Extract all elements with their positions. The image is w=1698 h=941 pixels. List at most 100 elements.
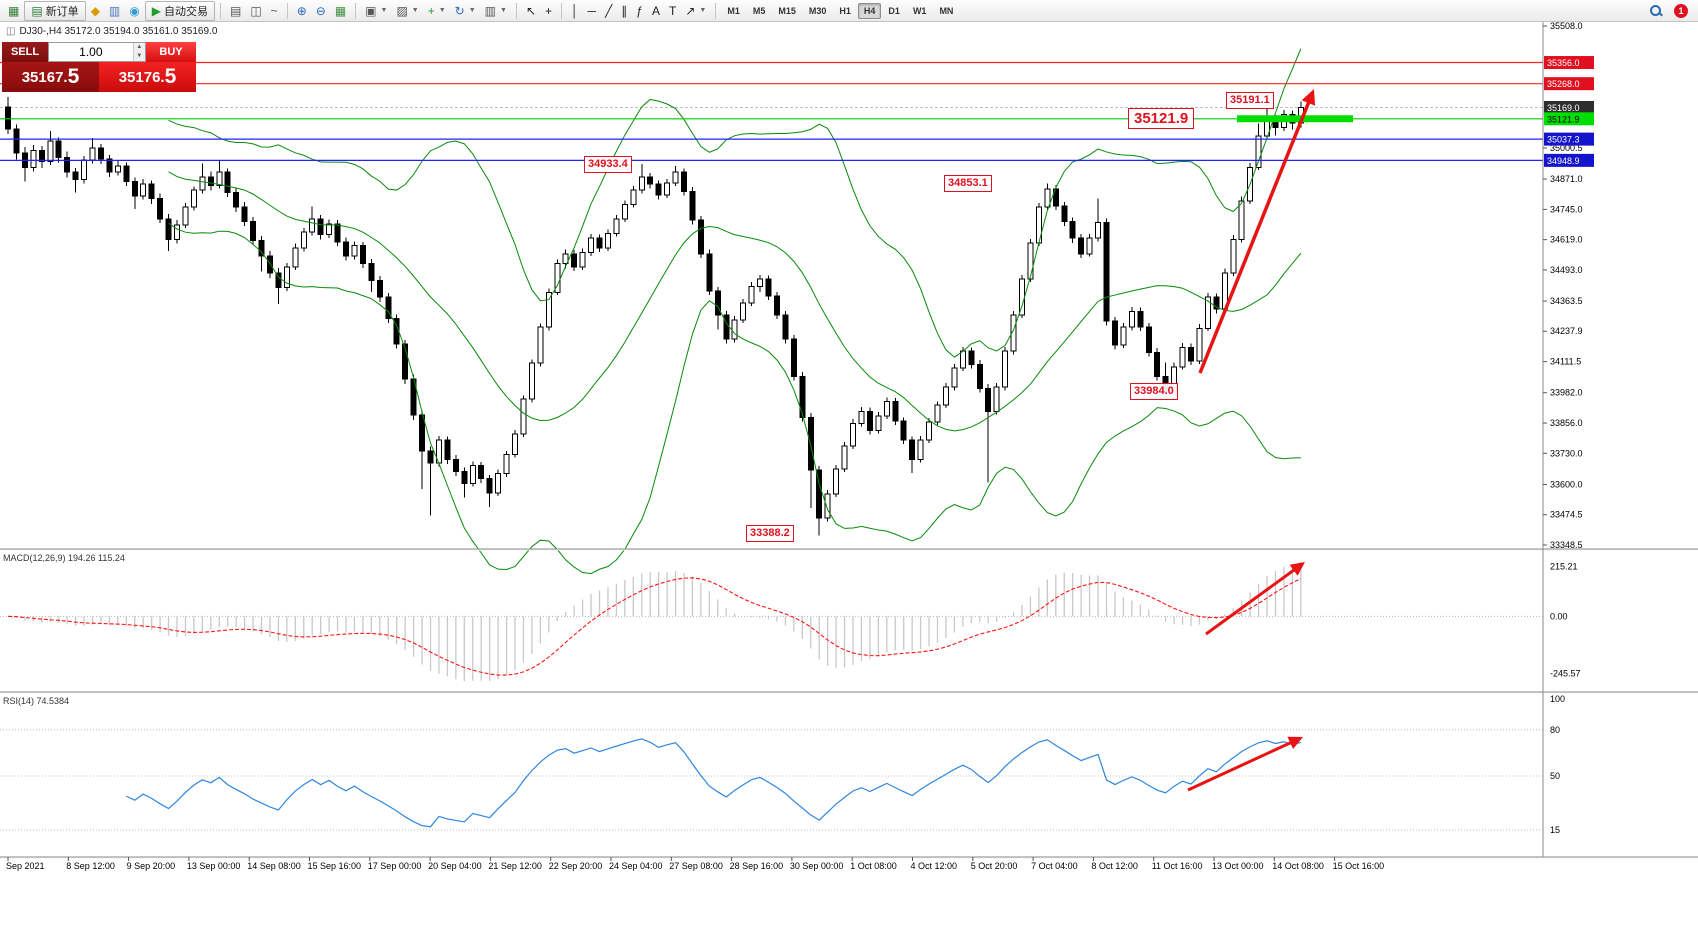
indicators-button[interactable]: + ▼ <box>424 1 450 21</box>
price-axis-tick: 34111.5 <box>1550 357 1581 367</box>
price-line-label-box <box>1544 132 1594 146</box>
price-line-label: 34948.9 <box>1547 156 1580 166</box>
time-axis-label: 14 Oct 08:00 <box>1272 861 1324 871</box>
volume-decrease-button[interactable]: ▼ <box>133 52 145 61</box>
toolbar-separator <box>715 2 717 19</box>
marketwatch-icon-icon: ◆ <box>90 3 100 18</box>
timeframe-mn-button[interactable]: MN <box>939 5 954 16</box>
data-window-icon[interactable]: ▥ <box>105 1 124 21</box>
price-axis-tick: 33600.0 <box>1550 480 1583 490</box>
new-order-button[interactable]: ▤ 新订单 <box>24 0 86 21</box>
new-order-icon: ▤ <box>31 3 43 18</box>
time-axis-label: 22 Sep 20:00 <box>549 861 603 871</box>
notification-badge[interactable]: 1 <box>1674 3 1688 18</box>
trend-arrows[interactable] <box>1187 89 1316 792</box>
templates-button[interactable]: ▥ ▼ <box>481 1 511 21</box>
search-icon[interactable] <box>1649 4 1663 18</box>
time-axis-label: 4 Oct 12:00 <box>911 861 958 871</box>
candlestick-chart-type-button[interactable]: ◫ <box>246 1 265 21</box>
text-label-button[interactable]: T <box>665 1 680 21</box>
timeframe-m5-button[interactable]: M5 <box>752 5 766 16</box>
line-chart-type-button[interactable]: ~ <box>267 1 282 21</box>
price-annotation[interactable]: 33984.0 <box>1130 383 1178 400</box>
time-axis-label: 14 Sep 08:00 <box>247 861 301 871</box>
price-axis-tick: 34871.0 <box>1550 174 1583 184</box>
autotrading-button-label: 自动交易 <box>163 5 208 18</box>
horizontal-line-button[interactable]: ─ <box>584 1 601 21</box>
timeframe-m15-button[interactable]: M15 <box>778 5 796 16</box>
fibonacci-button[interactable]: ƒ <box>632 1 647 21</box>
symbol-chart-icon: ◫ <box>6 26 16 37</box>
trend-arrow-line <box>1205 566 1299 636</box>
chart-symbol-ohlc: ◫ DJ30-,H4 35172.0 35194.0 35161.0 35169… <box>6 26 217 37</box>
volume-input[interactable] <box>49 43 133 61</box>
crosshair-button[interactable]: + <box>541 1 556 21</box>
templates-icon: ▥ <box>484 3 497 18</box>
fibonacci-icon: ƒ <box>636 3 643 18</box>
cursor-button[interactable]: ↖ <box>522 1 540 21</box>
new-order-button-label: 新订单 <box>45 5 79 18</box>
main-toolbar: ▦ ▤ 新订单 ◆ ▥ ◉ ▶ 自动交易 ▤ ◫ ~ ⊕ ⊖ ▦ ▣ ▼ ▨ ▼ + ▼ ↻ ▼ ▥ ▼ ↖ + │ ─ ╱ ∥ ƒ A T ↗ ▼… <box>0 0 1698 22</box>
volume-increase-button[interactable]: ▲ <box>133 43 145 52</box>
navigator-icon[interactable]: ◉ <box>125 1 143 21</box>
profiles-button[interactable]: ▨ ▼ <box>392 1 422 21</box>
price-annotation[interactable]: 33388.2 <box>746 525 794 542</box>
zoom-out-icon: ⊖ <box>315 3 326 18</box>
toolbar-separator <box>561 2 563 19</box>
bar-chart-type-icon: ▤ <box>229 3 242 18</box>
volume-field: ▲ ▼ <box>48 42 146 62</box>
timeframe-m1-button[interactable]: M1 <box>727 5 740 16</box>
macd-axis-label: 215.21 <box>1550 561 1578 571</box>
price-axis[interactable]: 35508.0 35000.5 34871.0 34745.0 34619.0 34493… <box>1543 21 1594 550</box>
time-axis-label: 17 Sep 00:00 <box>368 861 422 871</box>
app-chart-window-icon[interactable]: ▦ <box>4 1 23 21</box>
line-chart-type-icon: ~ <box>270 3 278 18</box>
trendline-button[interactable]: ╱ <box>601 1 616 21</box>
buy-button[interactable]: BUY <box>146 42 196 62</box>
price-annotation[interactable]: 34853.1 <box>944 175 992 192</box>
timeframe-h1-button[interactable]: H1 <box>839 5 851 16</box>
trend-arrow-line <box>1198 97 1312 374</box>
text-button[interactable]: A <box>648 1 664 21</box>
arrows-button[interactable]: ↗ ▼ <box>681 1 710 21</box>
price-annotation[interactable]: 34933.4 <box>584 156 632 173</box>
time-axis-label: 13 Sep 00:00 <box>187 861 241 871</box>
trendline-icon: ╱ <box>605 3 613 18</box>
periods-icon: ↻ <box>454 3 465 18</box>
dropdown-arrow-icon: ▼ <box>438 7 446 14</box>
vertical-line-button[interactable]: │ <box>567 1 583 21</box>
navigator-icon-icon: ◉ <box>129 3 140 18</box>
timeframe-d1-button[interactable]: D1 <box>888 5 900 16</box>
sell-button[interactable]: SELL <box>2 42 48 62</box>
price-axis-tick: 33348.5 <box>1550 540 1583 550</box>
buy-price-button[interactable]: 35176.5 <box>99 62 196 92</box>
zoom-in-button[interactable]: ⊕ <box>293 1 311 21</box>
periods-button[interactable]: ↻ ▼ <box>451 1 480 21</box>
time-axis-label: 9 Sep 20:00 <box>127 861 176 871</box>
time-axis-label: 30 Sep 00:00 <box>790 861 844 871</box>
channel-button[interactable]: ∥ <box>617 1 631 21</box>
marketwatch-icon[interactable]: ◆ <box>87 1 104 21</box>
zoom-in-icon: ⊕ <box>296 3 307 18</box>
tile-windows-button[interactable]: ▦ <box>331 1 350 21</box>
channel-icon: ∥ <box>621 3 628 18</box>
autotrading-button[interactable]: ▶ 自动交易 <box>144 0 215 21</box>
price-annotation[interactable]: 35121.9 <box>1128 108 1195 129</box>
sell-price: 35167. <box>21 69 68 86</box>
rsi-axis-label: 100 <box>1550 694 1565 704</box>
macd-axis-label: -245.57 <box>1550 668 1581 678</box>
sell-price-button[interactable]: 35167.5 <box>2 62 99 92</box>
time-axis[interactable]: Sep 2021 8 Sep 12:00 9 Sep 20:00 13 Sep 00:… <box>6 857 1384 871</box>
price-annotation[interactable]: 35191.1 <box>1226 92 1274 109</box>
new-chart-button[interactable]: ▣ ▼ <box>361 1 391 21</box>
price-line-label: 35169.0 <box>1547 103 1580 113</box>
time-axis-label: 13 Oct 00:00 <box>1212 861 1264 871</box>
timeframe-m30-button[interactable]: M30 <box>808 5 827 16</box>
bar-chart-type-button[interactable]: ▤ <box>226 1 245 21</box>
trend-arrow-line <box>1187 739 1296 792</box>
zoom-out-button[interactable]: ⊖ <box>312 1 330 21</box>
timeframe-h4-button[interactable]: H4 <box>857 2 882 19</box>
dropdown-arrow-icon: ▼ <box>500 7 507 14</box>
buy-price-big-digit: 5 <box>164 65 177 88</box>
timeframe-w1-button[interactable]: W1 <box>912 5 927 16</box>
